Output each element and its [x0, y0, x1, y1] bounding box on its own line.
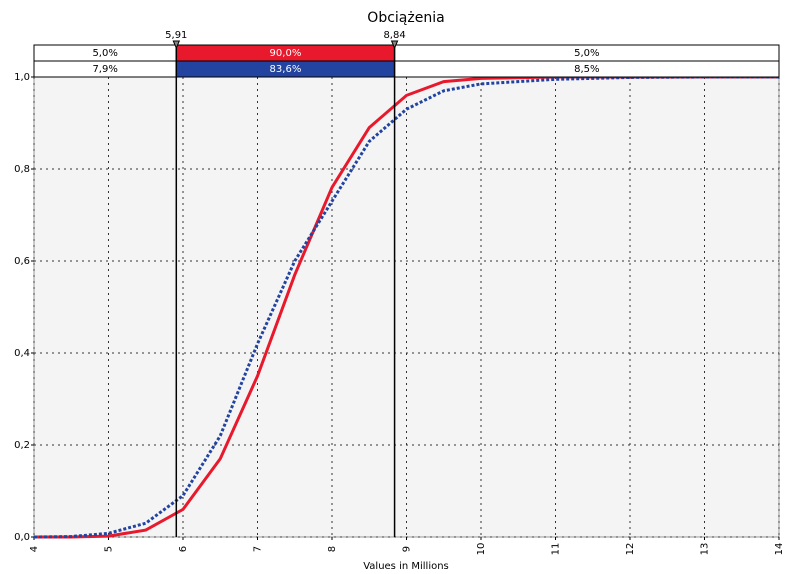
- marker-label: 8,84: [383, 30, 405, 41]
- chart-title: Obciążenia: [367, 10, 444, 26]
- y-tick-label: 0,0: [14, 532, 30, 543]
- x-tick-label: 7: [253, 546, 264, 552]
- band-label: 5,0%: [574, 48, 599, 59]
- x-tick-label: 9: [402, 546, 413, 552]
- band-label: 83,6%: [270, 64, 302, 75]
- x-tick-label: 14: [774, 543, 785, 556]
- band-label: 7,9%: [92, 64, 117, 75]
- x-tick-label: 11: [551, 543, 562, 556]
- y-tick-label: 1,0: [14, 72, 30, 83]
- series-line: [33, 75, 779, 539]
- y-tick-label: 0,4: [14, 348, 30, 359]
- band-label: 8,5%: [574, 64, 599, 75]
- x-axis-label: Values in Millions: [363, 561, 449, 572]
- y-tick-label: 0,6: [14, 256, 30, 267]
- band-label: 5,0%: [92, 48, 117, 59]
- marker-handle: [390, 40, 399, 50]
- x-tick-label: 13: [700, 543, 711, 556]
- x-tick-label: 6: [178, 546, 189, 552]
- marker-handle: [172, 40, 181, 50]
- x-tick-label: 10: [476, 543, 487, 556]
- y-tick-label: 0,2: [14, 440, 30, 451]
- x-tick-label: 12: [625, 543, 636, 556]
- marker-label: 5,91: [165, 30, 187, 41]
- x-tick-label: 4: [29, 546, 40, 552]
- band-label: 90,0%: [270, 48, 302, 59]
- y-tick-label: 0,8: [14, 164, 30, 175]
- x-tick-label: 5: [104, 546, 115, 552]
- x-tick-label: 8: [327, 546, 338, 552]
